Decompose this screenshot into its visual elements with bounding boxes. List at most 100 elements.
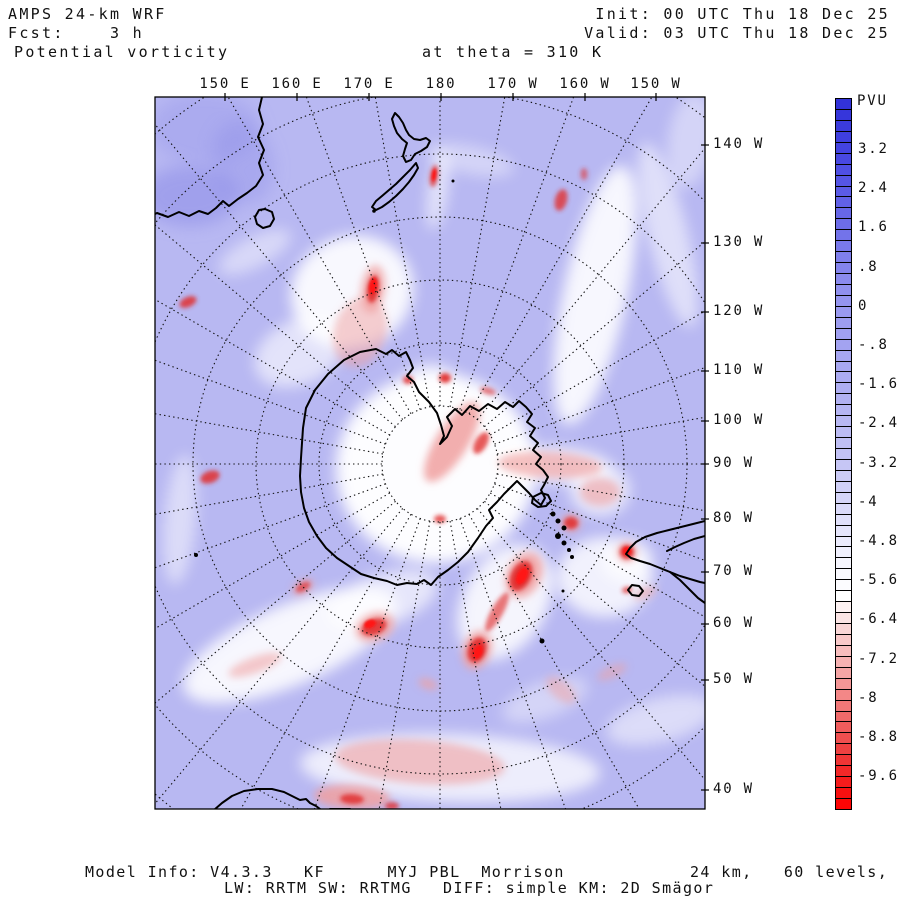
colorbar-cell bbox=[836, 131, 851, 143]
colorbar-cell bbox=[836, 186, 851, 198]
colorbar-cell bbox=[836, 416, 851, 428]
colorbar-tick-label: -7.2 bbox=[858, 651, 899, 667]
colorbar-cell bbox=[836, 372, 851, 384]
colorbar-cell bbox=[836, 306, 851, 318]
longitude-label: 160 W bbox=[559, 76, 611, 92]
colorbar-cell bbox=[836, 274, 851, 285]
colorbar-tick-label: 1.6 bbox=[858, 219, 889, 235]
colorbar-cell bbox=[836, 799, 851, 809]
colorbar-cell bbox=[836, 449, 851, 460]
colorbar-cell bbox=[836, 427, 851, 439]
longitude-label: 180 bbox=[425, 76, 457, 92]
colorbar-cell bbox=[836, 689, 851, 701]
colorbar-tick-label: -2.4 bbox=[858, 415, 899, 431]
colorbar-cell bbox=[836, 777, 851, 789]
colorbar-unit-label: PVU bbox=[857, 93, 888, 109]
colorbar-cell bbox=[836, 645, 851, 657]
colorbar-cell bbox=[836, 208, 851, 220]
colorbar-cell bbox=[836, 394, 851, 406]
colorbar-tick-label: -4 bbox=[858, 494, 879, 510]
colorbar-tick-label: .8 bbox=[858, 259, 879, 275]
colorbar-cell bbox=[836, 667, 851, 679]
colorbar-cell bbox=[836, 602, 851, 614]
longitude-label: 160 E bbox=[271, 76, 323, 92]
colorbar-cell bbox=[836, 142, 851, 154]
colorbar-cell bbox=[836, 547, 851, 559]
colorbar-cell bbox=[836, 175, 851, 187]
longitude-label: 60 W bbox=[713, 615, 754, 631]
colorbar-cell bbox=[836, 197, 851, 209]
longitude-label: 150 E bbox=[199, 76, 251, 92]
colorbar-cell bbox=[836, 733, 851, 745]
colorbar-cell bbox=[836, 711, 851, 723]
axis-ticks bbox=[224, 93, 709, 791]
colorbar-cell bbox=[836, 459, 851, 471]
colorbar-tick-label: -8 bbox=[858, 690, 879, 706]
colorbar-cell bbox=[836, 492, 851, 504]
init-time: Init: 00 UTC Thu 18 Dec 25 bbox=[595, 5, 890, 23]
colorbar-tick-label: -8.8 bbox=[858, 729, 899, 745]
colorbar-cell bbox=[836, 503, 851, 515]
longitude-label: 40 W bbox=[713, 781, 754, 797]
colorbar-cell bbox=[836, 99, 851, 110]
colorbar-tick-label: 0 bbox=[858, 298, 869, 314]
longitude-label: 150 W bbox=[630, 76, 682, 92]
colorbar-cell bbox=[836, 558, 851, 570]
colorbar bbox=[835, 98, 852, 810]
colorbar-cell bbox=[836, 219, 851, 231]
colorbar-cell bbox=[836, 613, 851, 624]
longitude-label: 130 W bbox=[713, 234, 765, 250]
colorbar-cell bbox=[836, 481, 851, 493]
map-border bbox=[154, 96, 706, 810]
longitude-label: 90 W bbox=[713, 455, 754, 471]
colorbar-cell bbox=[836, 361, 851, 373]
longitude-label: 170 W bbox=[487, 76, 539, 92]
colorbar-cell bbox=[836, 339, 851, 351]
colorbar-cell bbox=[836, 678, 851, 690]
longitude-label: 110 W bbox=[713, 362, 765, 378]
field-name: Potential vorticity bbox=[14, 43, 230, 61]
colorbar-cell bbox=[836, 230, 851, 242]
colorbar-cell bbox=[836, 295, 851, 307]
colorbar-cell bbox=[836, 624, 851, 635]
colorbar-cell bbox=[836, 252, 851, 264]
colorbar-cell bbox=[836, 766, 851, 778]
colorbar-cell bbox=[836, 591, 851, 603]
colorbar-cell bbox=[836, 317, 851, 329]
colorbar-cell bbox=[836, 525, 851, 537]
longitude-label: 80 W bbox=[713, 510, 754, 526]
colorbar-cell bbox=[836, 284, 851, 296]
colorbar-cell bbox=[836, 405, 851, 417]
forecast-hour: Fcst: 3 h bbox=[8, 24, 144, 42]
theta-level: at theta = 310 K bbox=[422, 43, 604, 61]
colorbar-cell bbox=[836, 788, 851, 799]
colorbar-cell bbox=[836, 383, 851, 395]
colorbar-cell bbox=[836, 744, 851, 756]
valid-time: Valid: 03 UTC Thu 18 Dec 25 bbox=[584, 24, 890, 42]
colorbar-cell bbox=[836, 120, 851, 132]
colorbar-cell bbox=[836, 569, 851, 581]
model-title: AMPS 24-km WRF bbox=[8, 5, 167, 23]
longitude-label: 70 W bbox=[713, 563, 754, 579]
colorbar-cell bbox=[836, 536, 851, 548]
longitude-label: 50 W bbox=[713, 671, 754, 687]
coastlines bbox=[155, 97, 705, 809]
colorbar-tick-label: -6.4 bbox=[858, 611, 899, 627]
colorbar-tick-label: 3.2 bbox=[858, 141, 889, 157]
map-field bbox=[155, 97, 705, 809]
colorbar-tick-label: -1.6 bbox=[858, 376, 899, 392]
longitude-label: 140 W bbox=[713, 136, 765, 152]
colorbar-cell bbox=[836, 656, 851, 668]
colorbar-cell bbox=[836, 580, 851, 592]
colorbar-tick-label: -.8 bbox=[858, 337, 889, 353]
colorbar-cell bbox=[836, 700, 851, 712]
colorbar-cell bbox=[836, 634, 851, 646]
colorbar-cell bbox=[836, 755, 851, 767]
colorbar-tick-label: 2.4 bbox=[858, 180, 889, 196]
colorbar-cell bbox=[836, 438, 851, 449]
colorbar-tick-label: -5.6 bbox=[858, 572, 899, 588]
colorbar-tick-label: -4.8 bbox=[858, 533, 899, 549]
